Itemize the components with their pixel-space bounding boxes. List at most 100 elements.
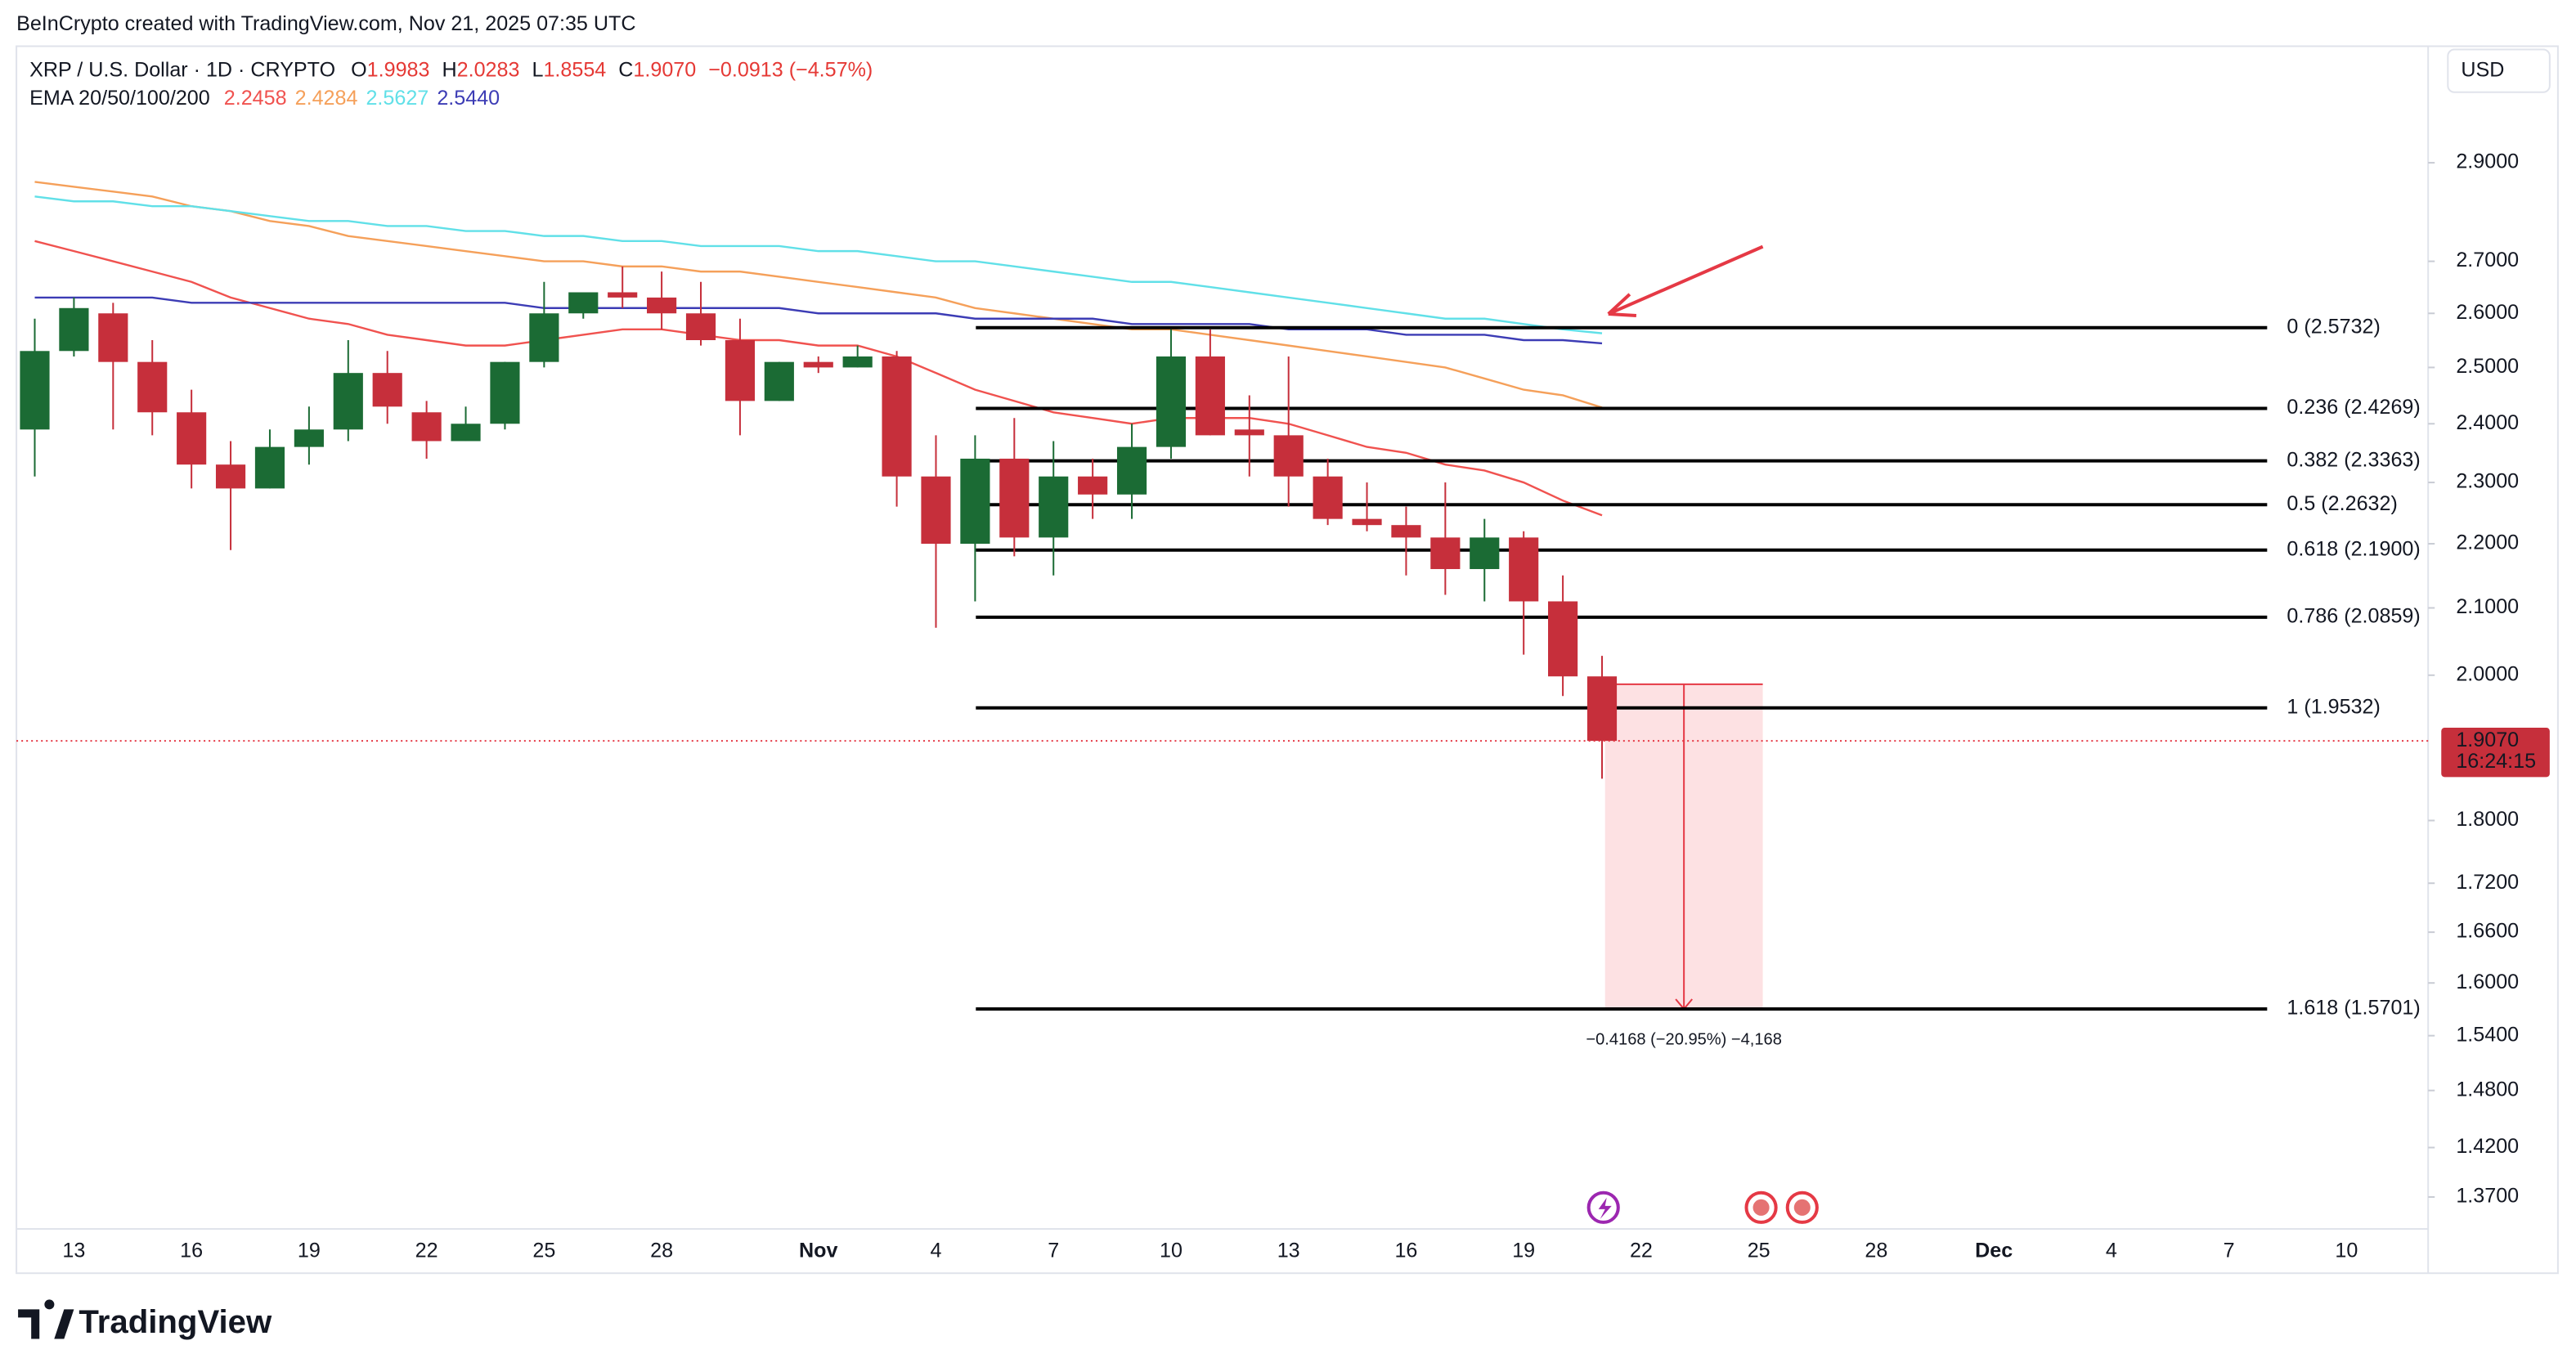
candle-body — [1391, 525, 1421, 538]
y-tick-label: 1.6000 — [2456, 971, 2519, 993]
y-tick-label: 1.4800 — [2456, 1078, 2519, 1101]
indicator-name: EMA 20/50/100/200 — [29, 86, 210, 109]
ohlc-key: O — [351, 58, 367, 81]
candle-body — [803, 361, 833, 368]
x-tick-label: 4 — [931, 1240, 942, 1262]
x-tick-label: 25 — [532, 1240, 555, 1262]
fib-label: 0.786 (2.0859) — [2287, 605, 2420, 628]
candle-body — [882, 356, 912, 477]
x-tick-label: 25 — [1748, 1240, 1770, 1262]
last-price-box — [2441, 728, 2550, 778]
y-tick-label: 2.9000 — [2456, 150, 2519, 173]
brand-logo — [18, 1299, 74, 1339]
candle-body — [98, 313, 128, 362]
y-tick-label: 2.2000 — [2456, 531, 2519, 554]
ema-line — [34, 240, 1603, 517]
ohlc-key: L — [532, 58, 543, 81]
candle-body — [685, 313, 716, 341]
x-tick-label: 7 — [2224, 1240, 2235, 1262]
candle-body — [960, 458, 990, 545]
countdown: 16:24:15 — [2456, 750, 2536, 773]
candle-body — [608, 292, 638, 298]
candle-body — [1586, 676, 1618, 742]
y-tick-label: 2.7000 — [2456, 249, 2519, 271]
fib-label: 0.236 (2.4269) — [2287, 396, 2420, 419]
x-tick-label: 7 — [1048, 1240, 1059, 1262]
x-tick-label: 10 — [1160, 1240, 1183, 1262]
ohlc-key: H — [442, 58, 457, 81]
candle-body — [177, 412, 207, 465]
brand: TradingView — [18, 1299, 272, 1340]
change: −0.0913 (−4.57%) — [708, 58, 873, 81]
x-tick-label: 13 — [1277, 1240, 1300, 1262]
y-tick-label: 1.7200 — [2456, 871, 2519, 894]
candle-body — [59, 307, 89, 352]
candle-body — [254, 446, 285, 489]
x-tick-label: 19 — [298, 1240, 321, 1262]
x-tick-label: 22 — [1630, 1240, 1653, 1262]
candle-body — [1352, 518, 1382, 526]
event-icon-glyph — [1793, 1199, 1811, 1216]
ohlc-value: 2.0283 — [457, 58, 520, 81]
candle-body — [1470, 537, 1500, 569]
y-tick-label: 1.3700 — [2456, 1185, 2519, 1208]
indicator-value: 2.2458 — [224, 86, 287, 109]
y-tick-label: 1.8000 — [2456, 808, 2519, 831]
ema-line — [34, 181, 1603, 409]
y-tick-label: 2.4000 — [2456, 411, 2519, 434]
indicator-value: 2.5440 — [437, 86, 500, 109]
candle-body — [999, 458, 1030, 538]
chart-frame — [16, 45, 2559, 1275]
x-tick-label: 16 — [1394, 1240, 1417, 1262]
x-tick-label: 19 — [1512, 1240, 1535, 1262]
currency-button[interactable] — [2447, 48, 2551, 93]
credit: BeInCrypto created with TradingView.com,… — [16, 12, 635, 35]
indicator-value: 2.5627 — [366, 86, 429, 109]
fib-label: 0.382 (2.3363) — [2287, 448, 2420, 471]
x-tick-label: Dec — [1975, 1240, 2013, 1262]
candle-body — [1078, 476, 1108, 495]
candle-body — [1313, 476, 1343, 519]
y-tick-label: 1.5400 — [2456, 1023, 2519, 1046]
candle-body — [451, 424, 481, 442]
candle-body — [215, 464, 246, 489]
currency[interactable]: USD — [2461, 58, 2504, 81]
ema-line — [34, 296, 1603, 345]
y-tick-label: 2.3000 — [2456, 470, 2519, 493]
candle-body — [1234, 429, 1264, 436]
candle-body — [1509, 537, 1539, 602]
candle-body — [529, 313, 559, 362]
y-tick-label: 1.4200 — [2456, 1135, 2519, 1158]
candle-body — [333, 373, 363, 430]
candle-body — [921, 476, 951, 545]
ohlc-value: 1.9070 — [633, 58, 696, 81]
indicator-value: 2.4284 — [295, 86, 358, 109]
candle-body — [647, 297, 677, 314]
ohlc-key: C — [618, 58, 633, 81]
x-tick-label: Nov — [799, 1240, 837, 1262]
candle-body — [1548, 601, 1578, 677]
indicator-legend: EMA 20/50/100/200 2.2458 2.4284 2.5627 2.54… — [29, 86, 500, 109]
legend-line: XRP / U.S. Dollar · 1D · CRYPTO O1.9983 … — [29, 58, 873, 81]
annotation-arrow — [1607, 244, 1764, 317]
candle-body — [372, 373, 402, 407]
fib-label: 1 (1.9532) — [2287, 695, 2380, 718]
ohlc-value: 1.8554 — [543, 58, 606, 81]
candle-body — [1273, 435, 1304, 477]
symbol: XRP / U.S. Dollar · 1D · CRYPTO — [29, 58, 335, 81]
plot: 2.9000 2.7000 2.6000 2.5000 2.4000 2.3000 2.20… — [16, 150, 2550, 1262]
fib-label: 0 (2.5732) — [2287, 315, 2380, 338]
ema-line — [34, 195, 1603, 334]
candle-body — [1156, 356, 1187, 447]
candle-body — [20, 351, 50, 430]
x-tick-label: 28 — [1865, 1240, 1887, 1262]
last-price-label: 1.9070 — [2456, 729, 2519, 751]
candle-body — [1039, 476, 1069, 538]
x-tick-label: 10 — [2335, 1240, 2358, 1262]
candle-body — [137, 361, 168, 413]
x-tick-label: 22 — [415, 1240, 438, 1262]
candle-body — [1195, 356, 1225, 436]
